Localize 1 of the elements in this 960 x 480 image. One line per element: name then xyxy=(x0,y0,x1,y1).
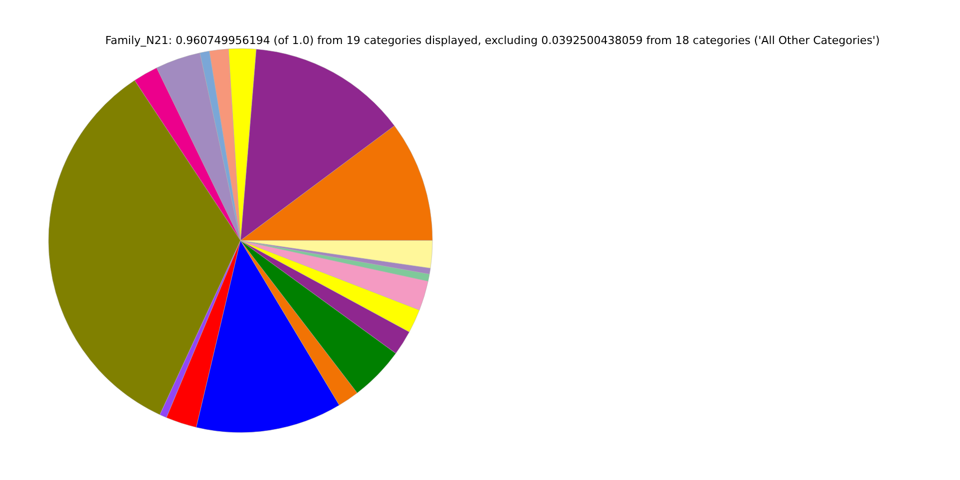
text: Family_N21: 0.960749956194 (of 1.0) from 19 categories displayed, excluding 0.0392500438059 from 18 categories ('All Other Categories') xyxy=(105,34,880,47)
